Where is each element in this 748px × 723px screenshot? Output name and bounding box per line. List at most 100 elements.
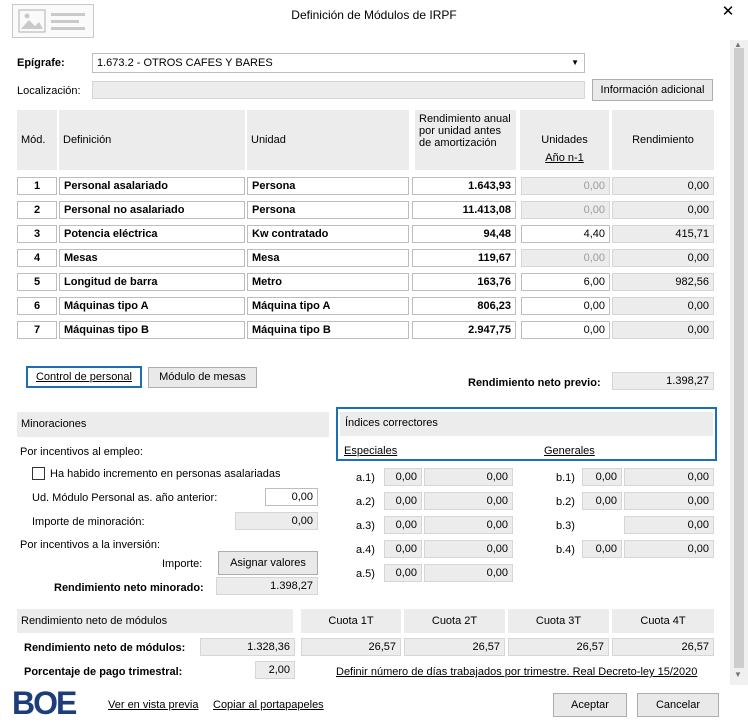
cuota-value: 26,57 <box>301 638 401 656</box>
porcentaje-pago-label: Porcentaje de pago trimestral: <box>24 666 183 678</box>
control-personal-button[interactable]: Control de personal <box>26 366 142 388</box>
indice-a-value-2: 0,00 <box>424 540 513 558</box>
informacion-adicional-button[interactable]: Información adicional <box>592 79 713 101</box>
cuota-value: 26,57 <box>612 638 714 656</box>
row-rendimiento-unitario: 163,76 <box>412 273 516 291</box>
indice-a-label: a.2) <box>356 496 375 508</box>
row-unidades-input: 0,00 <box>521 177 610 195</box>
indice-a-value-1: 0,00 <box>384 540 422 558</box>
row-unidades-input[interactable]: 6,00 <box>521 273 610 291</box>
cuota-value: 26,57 <box>508 638 609 656</box>
minoraciones-header: Minoraciones <box>17 412 329 437</box>
row-unidades-input: 0,00 <box>521 201 610 219</box>
row-unidades-input: 0,00 <box>521 249 610 267</box>
row-unidad: Metro <box>247 273 409 291</box>
row-rendimiento: 0,00 <box>612 321 714 339</box>
row-rendimiento-unitario: 806,23 <box>412 297 516 315</box>
indice-b-label: b.4) <box>556 544 575 556</box>
row-unidad: Persona <box>247 177 409 195</box>
indice-a-value-2: 0,00 <box>424 492 513 510</box>
indice-a-value-1: 0,00 <box>384 516 422 534</box>
indice-b-value-2: 0,00 <box>624 516 714 534</box>
header-unidades-label: Unidades <box>541 134 588 146</box>
cuota-header: Cuota 1T <box>301 609 401 633</box>
indice-b-label: b.3) <box>556 520 575 532</box>
control-personal-label: Control de personal <box>35 371 132 383</box>
vista-previa-link[interactable]: Ver en vista previa <box>108 699 199 711</box>
row-rendimiento: 982,56 <box>612 273 714 291</box>
row-rendimiento-unitario: 2.947,75 <box>412 321 516 339</box>
especiales-link[interactable]: Especiales <box>344 445 398 457</box>
vertical-scrollbar[interactable]: ▲ ▼ <box>730 40 748 685</box>
row-definicion: Máquinas tipo A <box>59 297 245 315</box>
indice-a-value-2: 0,00 <box>424 516 513 534</box>
row-mod: 4 <box>17 249 57 267</box>
header-definicion: Definición <box>59 110 245 170</box>
indice-b-value-1: 0,00 <box>582 540 622 558</box>
incentivos-empleo-label: Por incentivos al empleo: <box>20 446 143 458</box>
scroll-down-icon[interactable]: ▼ <box>734 670 742 679</box>
scroll-up-icon[interactable]: ▲ <box>734 40 742 49</box>
rend-neto-previo-value: 1.398,27 <box>612 372 714 390</box>
indice-a-value-2: 0,00 <box>424 564 513 582</box>
row-mod: 2 <box>17 201 57 219</box>
neto-modulos-header: Rendimiento neto de módulos <box>17 609 293 633</box>
svg-text:BOE: BOE <box>12 685 77 719</box>
epigrafe-label: Epígrafe: <box>17 57 65 69</box>
indice-a-label: a.5) <box>356 568 375 580</box>
modulo-mesas-button[interactable]: Módulo de mesas <box>148 367 257 388</box>
generales-link[interactable]: Generales <box>544 445 595 457</box>
indice-a-value-1: 0,00 <box>384 492 422 510</box>
porcentaje-pago-value: 2,00 <box>255 661 295 679</box>
rend-neto-modulos-value: 1.328,36 <box>200 638 295 656</box>
row-unidades-input[interactable]: 4,40 <box>521 225 610 243</box>
row-rendimiento-unitario: 94,48 <box>412 225 516 243</box>
scroll-thumb[interactable] <box>734 48 744 668</box>
row-mod: 7 <box>17 321 57 339</box>
indice-b-value-2: 0,00 <box>624 492 714 510</box>
epigrafe-select[interactable]: 1.673.2 - OTROS CAFES Y BARES ▼ <box>92 53 585 73</box>
importe-minoracion-value: 0,00 <box>235 512 318 530</box>
header-rendimiento: Rendimiento <box>612 110 714 170</box>
cancelar-button[interactable]: Cancelar <box>637 693 719 717</box>
row-rendimiento-unitario: 119,67 <box>412 249 516 267</box>
indice-a-value-1: 0,00 <box>384 564 422 582</box>
aceptar-button[interactable]: Aceptar <box>553 693 627 717</box>
row-unidades-input[interactable]: 0,00 <box>521 297 610 315</box>
cuota-header: Cuota 2T <box>404 609 505 633</box>
indice-b-label: b.2) <box>556 496 575 508</box>
localizacion-label: Localización: <box>17 85 81 97</box>
row-unidad: Máquina tipo B <box>247 321 409 339</box>
dropdown-arrow-icon: ▼ <box>571 58 579 67</box>
row-rendimiento: 415,71 <box>612 225 714 243</box>
boe-logo: BOE <box>10 685 86 721</box>
row-unidades-input[interactable]: 0,00 <box>521 321 610 339</box>
asignar-valores-button[interactable]: Asignar valores <box>218 551 318 575</box>
row-mod: 1 <box>17 177 57 195</box>
row-definicion: Máquinas tipo B <box>59 321 245 339</box>
indice-a-label: a.4) <box>356 544 375 556</box>
indice-b-value-1: 0,00 <box>582 468 622 486</box>
rend-neto-minorado-value: 1.398,27 <box>216 577 318 595</box>
copiar-portapapeles-link[interactable]: Copiar al portapapeles <box>213 699 324 711</box>
indices-correctores-header: Índices correctores <box>340 412 713 436</box>
indice-b-label: b.1) <box>556 472 575 484</box>
rend-neto-minorado-label: Rendimiento neto minorado: <box>54 582 204 594</box>
incremento-asalariadas-checkbox[interactable] <box>32 467 45 480</box>
ud-modulo-input[interactable]: 0,00 <box>265 488 318 506</box>
row-rendimiento: 0,00 <box>612 201 714 219</box>
row-definicion: Potencia eléctrica <box>59 225 245 243</box>
definir-dias-link[interactable]: Definir número de días trabajados por tr… <box>336 666 698 678</box>
header-rendimiento-anual: Rendimiento anual por unidad antes de am… <box>415 110 516 170</box>
ud-modulo-label: Ud. Módulo Personal as. año anterior: <box>32 492 218 504</box>
indice-a-label: a.1) <box>356 472 375 484</box>
close-icon[interactable]: ✕ <box>721 3 735 20</box>
rend-neto-previo-label: Rendimiento neto previo: <box>468 377 601 389</box>
ano-n1-link[interactable]: Año n-1 <box>545 152 584 164</box>
indice-b-value-2: 0,00 <box>624 468 714 486</box>
epigrafe-value: 1.673.2 - OTROS CAFES Y BARES <box>97 57 273 69</box>
cuota-header: Cuota 3T <box>508 609 609 633</box>
rend-neto-modulos-label: Rendimiento neto de módulos: <box>24 642 186 654</box>
row-rendimiento: 0,00 <box>612 297 714 315</box>
row-unidad: Mesa <box>247 249 409 267</box>
